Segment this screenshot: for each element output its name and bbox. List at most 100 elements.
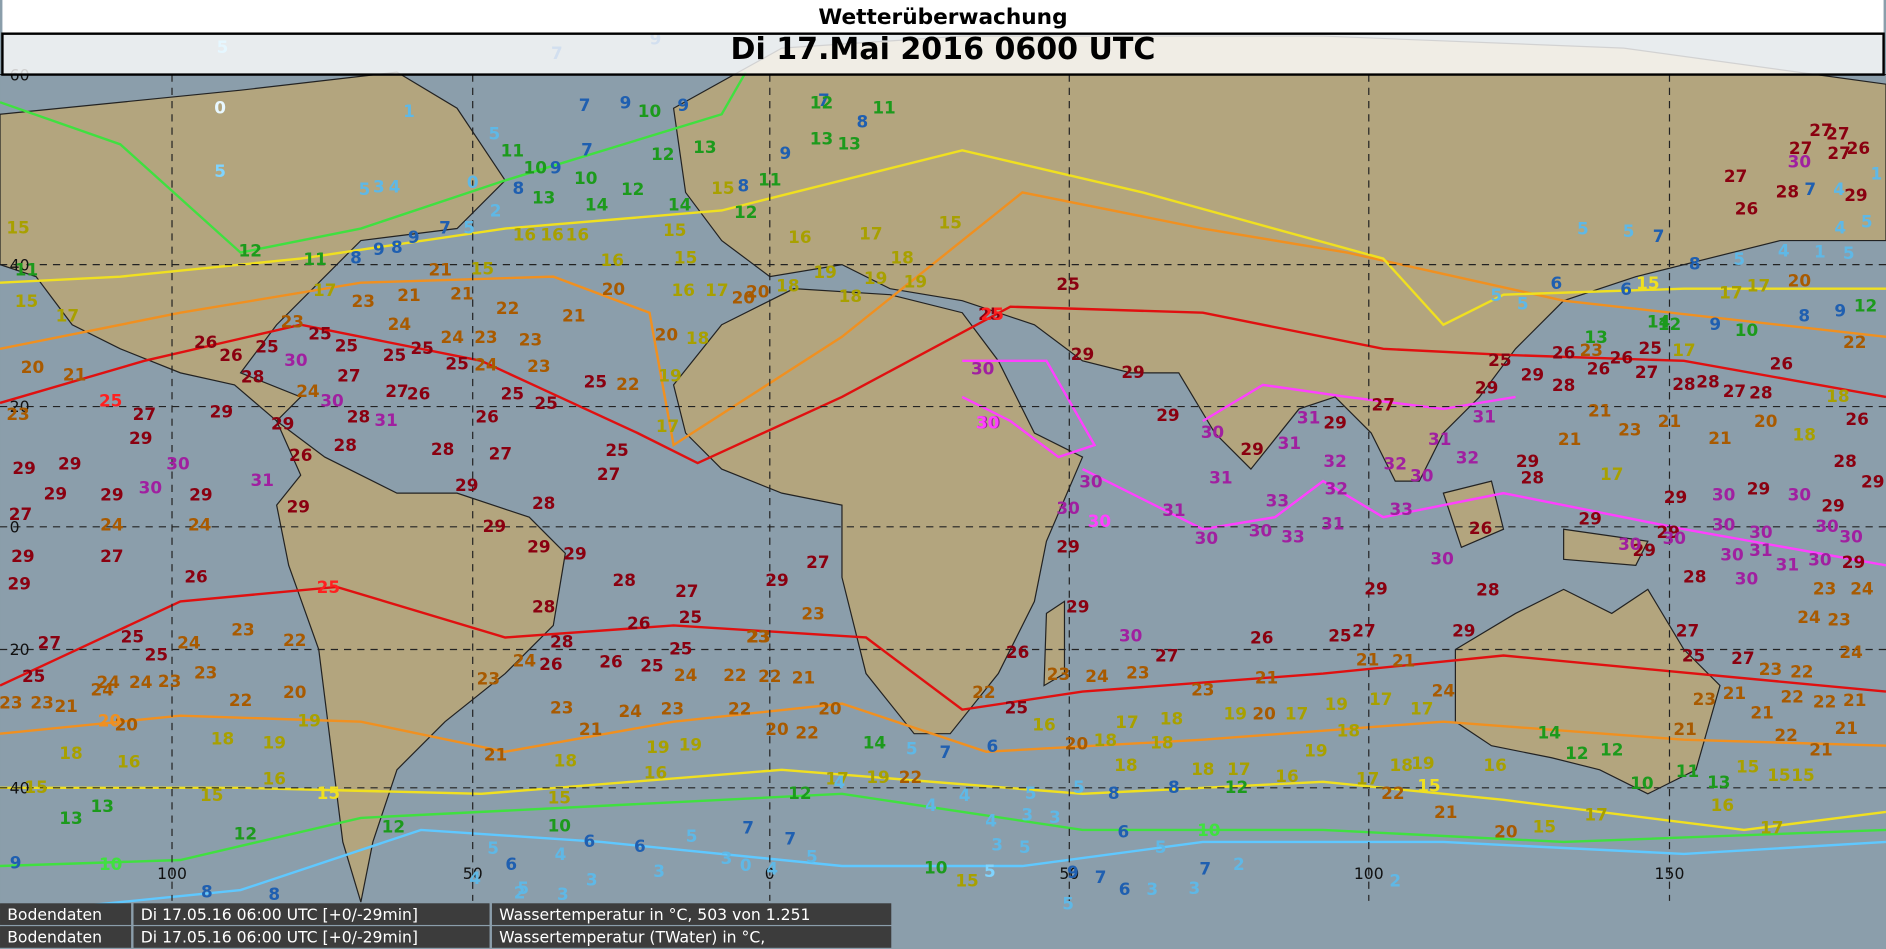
station-value: 28 [1833,451,1856,471]
lon-label: 50 [463,864,483,883]
station-value: 3 [991,835,1003,855]
station-value: 24 [97,672,120,692]
station-value: 6 [1118,821,1130,841]
station-value: 25 [308,323,331,343]
station-value: 10 [524,157,547,177]
station-value: 23 [661,699,684,719]
station-value: 27 [133,404,156,424]
station-value: 15 [674,248,697,268]
station-value: 0 [467,172,479,192]
station-value: 27 [1789,138,1812,158]
station-value: 5 [686,826,698,846]
title: Wetterüberwachung [818,5,1067,30]
station-value: 12 [1600,740,1623,760]
station-value: 2 [1389,871,1401,891]
station-value: 21 [429,260,452,280]
isotherm-line [1081,468,1886,567]
station-value: 22 [1790,661,1813,681]
station-value: 27 [1723,381,1746,401]
station-value: 28 [241,367,264,387]
station-value: 9 [780,143,792,163]
station-value: 7 [1804,179,1816,199]
footer-cell [133,903,490,925]
station-value: 26 [599,652,622,672]
station-value: 29 [527,536,550,556]
station-value: 24 [674,665,697,685]
station-value: 16 [788,227,811,247]
station-value: 4 [389,177,401,197]
station-value: 7 [742,818,754,838]
station-value: 32 [1456,447,1479,467]
station-value: 7 [784,829,796,849]
station-value: 6 [1551,273,1563,293]
isotherm-label: 20 [98,711,121,731]
footer-text: Di 17.05.16 06:00 UTC [+0/-29min] [141,928,418,947]
station-value: 12 [788,783,811,803]
station-value: 25 [255,337,278,357]
station-value: 25 [679,607,702,627]
station-value: 1 [403,101,415,121]
station-value: 8 [391,237,403,257]
isotherm-label: 30 [976,412,999,432]
station-value: 18 [1390,755,1413,775]
station-value: 26 [1735,198,1758,218]
station-value: 20 [283,682,306,702]
station-value: 32 [1384,453,1407,473]
station-value: 22 [229,690,252,710]
station-value: 23 [158,671,181,691]
footer-text: Wassertemperatur (TWater) in °C, [499,928,765,947]
isotherm-label: 25 [317,577,340,597]
land [0,35,1886,903]
station-value: 3 [557,884,569,904]
station-value: 27 [38,632,61,652]
station-value: 14 [1537,723,1560,743]
station-value: 3 [653,861,665,881]
station-value: 17 [1410,699,1433,719]
station-value: 9 [408,227,420,247]
lat-label: 20 [10,640,30,659]
station-value: 4 [985,811,997,831]
station-value: 25 [1005,697,1028,717]
station-value: 5 [1490,285,1502,305]
station-value: 24 [1432,681,1455,701]
station-value: 15 [200,785,223,805]
lon-label: 100 [157,864,187,883]
station-value: 28 [334,435,357,455]
station-value: 29 [455,475,478,495]
isotherm-label: 30 [1088,511,1111,531]
station-value: 29 [1521,364,1544,384]
station-value: 17 [313,280,336,300]
station-value: 17 [1600,464,1623,484]
station-value: 30 [166,453,189,473]
station-value: 7 [579,95,591,115]
station-value: 21 [1558,429,1581,449]
station-value: 11 [303,249,326,269]
station-value: 23 [1126,663,1149,683]
station-value: 30 [1720,545,1743,565]
station-value: 20 [115,714,138,734]
isotherm-line [0,191,1886,448]
station-value: 23 [746,626,769,646]
station-value: 8 [201,881,213,901]
station-value: 30 [1079,471,1102,491]
station-value: 28 [1476,580,1499,600]
station-value: 27 [1352,620,1375,640]
station-value: 18 [1160,708,1183,728]
station-value: 26 [407,384,430,404]
station-value: 14 [585,195,608,215]
station-value: 9 [1067,862,1079,882]
station-value: 25 [640,655,663,675]
station-value: 29 [1664,487,1687,507]
lat-label: 20 [10,397,30,416]
station-value: 24 [100,515,123,535]
station-value: 6 [1620,279,1632,299]
header-band [2,0,1884,34]
station-value: 20 [655,325,678,345]
station-value: 32 [1323,451,1346,471]
station-value: 29 [765,570,788,590]
station-value: 21 [579,719,602,739]
station-value: 13 [810,129,833,149]
lon-label: 150 [1655,864,1685,883]
station-value: 19 [1224,703,1247,723]
